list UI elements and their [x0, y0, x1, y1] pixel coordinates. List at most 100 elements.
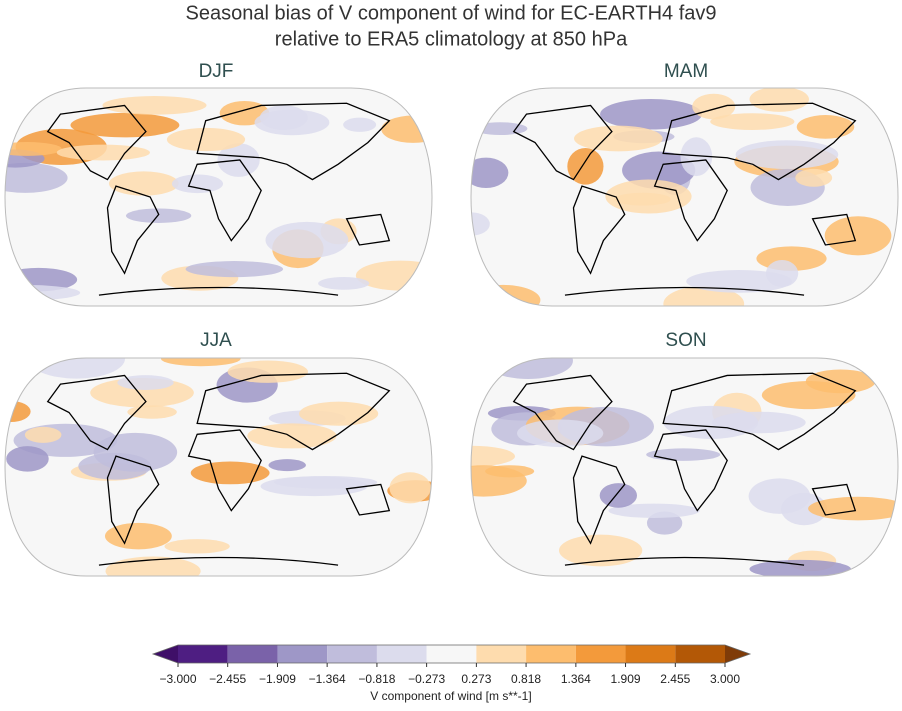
colorbar-segment: [426, 645, 477, 663]
coastline: [345, 213, 391, 246]
bias-field: [471, 358, 502, 378]
coastline: [106, 185, 160, 275]
panel-title: JJA: [200, 330, 232, 351]
coastline: [98, 556, 339, 566]
bias-field: [56, 144, 150, 161]
coastline: [564, 286, 805, 296]
bias-field: [274, 476, 378, 489]
title-line: relative to ERA5 climatology at 850 hPa: [275, 28, 628, 50]
bias-field: [227, 360, 309, 383]
bias-field: [104, 522, 172, 550]
bias-field: [686, 269, 793, 293]
coastline: [187, 159, 262, 242]
coastline: [512, 374, 613, 451]
bias-field: [355, 260, 432, 291]
panel-title: SON: [665, 330, 706, 351]
map-border: [470, 357, 899, 577]
bias-field: [389, 472, 431, 504]
colorbar-segment: [675, 645, 725, 663]
bias-field: [796, 115, 855, 139]
bias-field: [108, 171, 179, 196]
map-border: [4, 357, 433, 577]
colorbar-extend-low: [153, 645, 178, 663]
colorbar-extend-high: [725, 645, 750, 663]
map-panel: [471, 88, 898, 306]
bias-field: [663, 405, 759, 439]
bias-field: [471, 465, 527, 497]
bias-field: [190, 461, 270, 485]
coastline: [46, 374, 147, 451]
bias-field: [171, 174, 224, 194]
colorbar-segment: [476, 645, 527, 663]
bias-field: [614, 192, 671, 206]
colorbar-tick-label: 2.455: [660, 672, 690, 686]
coastline: [98, 286, 339, 296]
bias-field: [748, 478, 811, 514]
colorbar-tick-label: −1.364: [309, 672, 346, 686]
coastline: [653, 429, 728, 512]
colorbar-tick-label: −3.000: [159, 672, 196, 686]
panel-title: DJF: [199, 61, 234, 82]
bias-field: [265, 221, 349, 259]
colorbar-tick-label: 1.364: [561, 672, 591, 686]
coastline: [512, 104, 613, 181]
bias-field: [471, 358, 497, 373]
bias-field: [102, 96, 207, 115]
colorbar-segment: [575, 645, 626, 663]
bias-field: [70, 112, 180, 138]
bias-field: [78, 452, 151, 480]
coastline: [187, 429, 262, 512]
bias-field: [125, 208, 192, 223]
colorbar-tick-label: 0.273: [461, 672, 491, 686]
bias-field: [795, 168, 833, 187]
coastline: [572, 455, 626, 545]
colorbar-tick-label: 0.818: [511, 672, 541, 686]
bias-field: [117, 375, 174, 390]
map-panel: [5, 88, 432, 306]
bias-field: [749, 559, 851, 576]
map-border: [470, 87, 899, 307]
bias-field: [574, 125, 663, 152]
title-line: Seasonal bias of V component of wind for…: [185, 2, 716, 24]
bias-field: [680, 137, 713, 177]
bias-field: [318, 277, 370, 290]
bias-field: [622, 151, 696, 189]
colorbar-segment: [376, 645, 427, 663]
colorbar-tick-label: −1.909: [259, 672, 296, 686]
coastline: [564, 556, 805, 566]
bias-field: [559, 534, 643, 567]
bias-field: [161, 358, 241, 367]
coastline: [662, 102, 857, 181]
bias-field: [185, 261, 284, 278]
coastline: [662, 372, 857, 451]
colorbar-segment: [178, 645, 228, 663]
bias-field: [517, 419, 604, 448]
map-border: [4, 87, 433, 307]
panel-title: MAM: [664, 61, 708, 82]
bias-field: [761, 381, 856, 410]
bias-field: [599, 483, 638, 508]
colorbar-tick-label: 1.909: [611, 672, 641, 686]
bias-field: [268, 459, 306, 472]
colorbar-tick-label: −0.818: [358, 672, 395, 686]
bias-field: [735, 140, 839, 169]
colorbar-segment: [327, 645, 377, 663]
coastline: [653, 159, 728, 242]
colorbar-segment: [277, 645, 328, 663]
bias-field: [608, 503, 700, 518]
bias-field: [471, 157, 509, 189]
bias-field: [600, 98, 702, 130]
coastline: [196, 372, 391, 451]
bias-field: [24, 426, 62, 443]
coastline: [106, 455, 160, 545]
bias-field: [710, 113, 795, 130]
coastline: [811, 213, 857, 246]
coastline: [345, 483, 391, 516]
bias-field: [166, 127, 246, 152]
colorbar-tick-label: −0.273: [408, 672, 445, 686]
bias-field: [259, 105, 308, 130]
colorbar-label: V component of wind [m s**-1]: [370, 689, 531, 703]
coastline: [46, 104, 147, 181]
bias-field: [105, 556, 201, 576]
